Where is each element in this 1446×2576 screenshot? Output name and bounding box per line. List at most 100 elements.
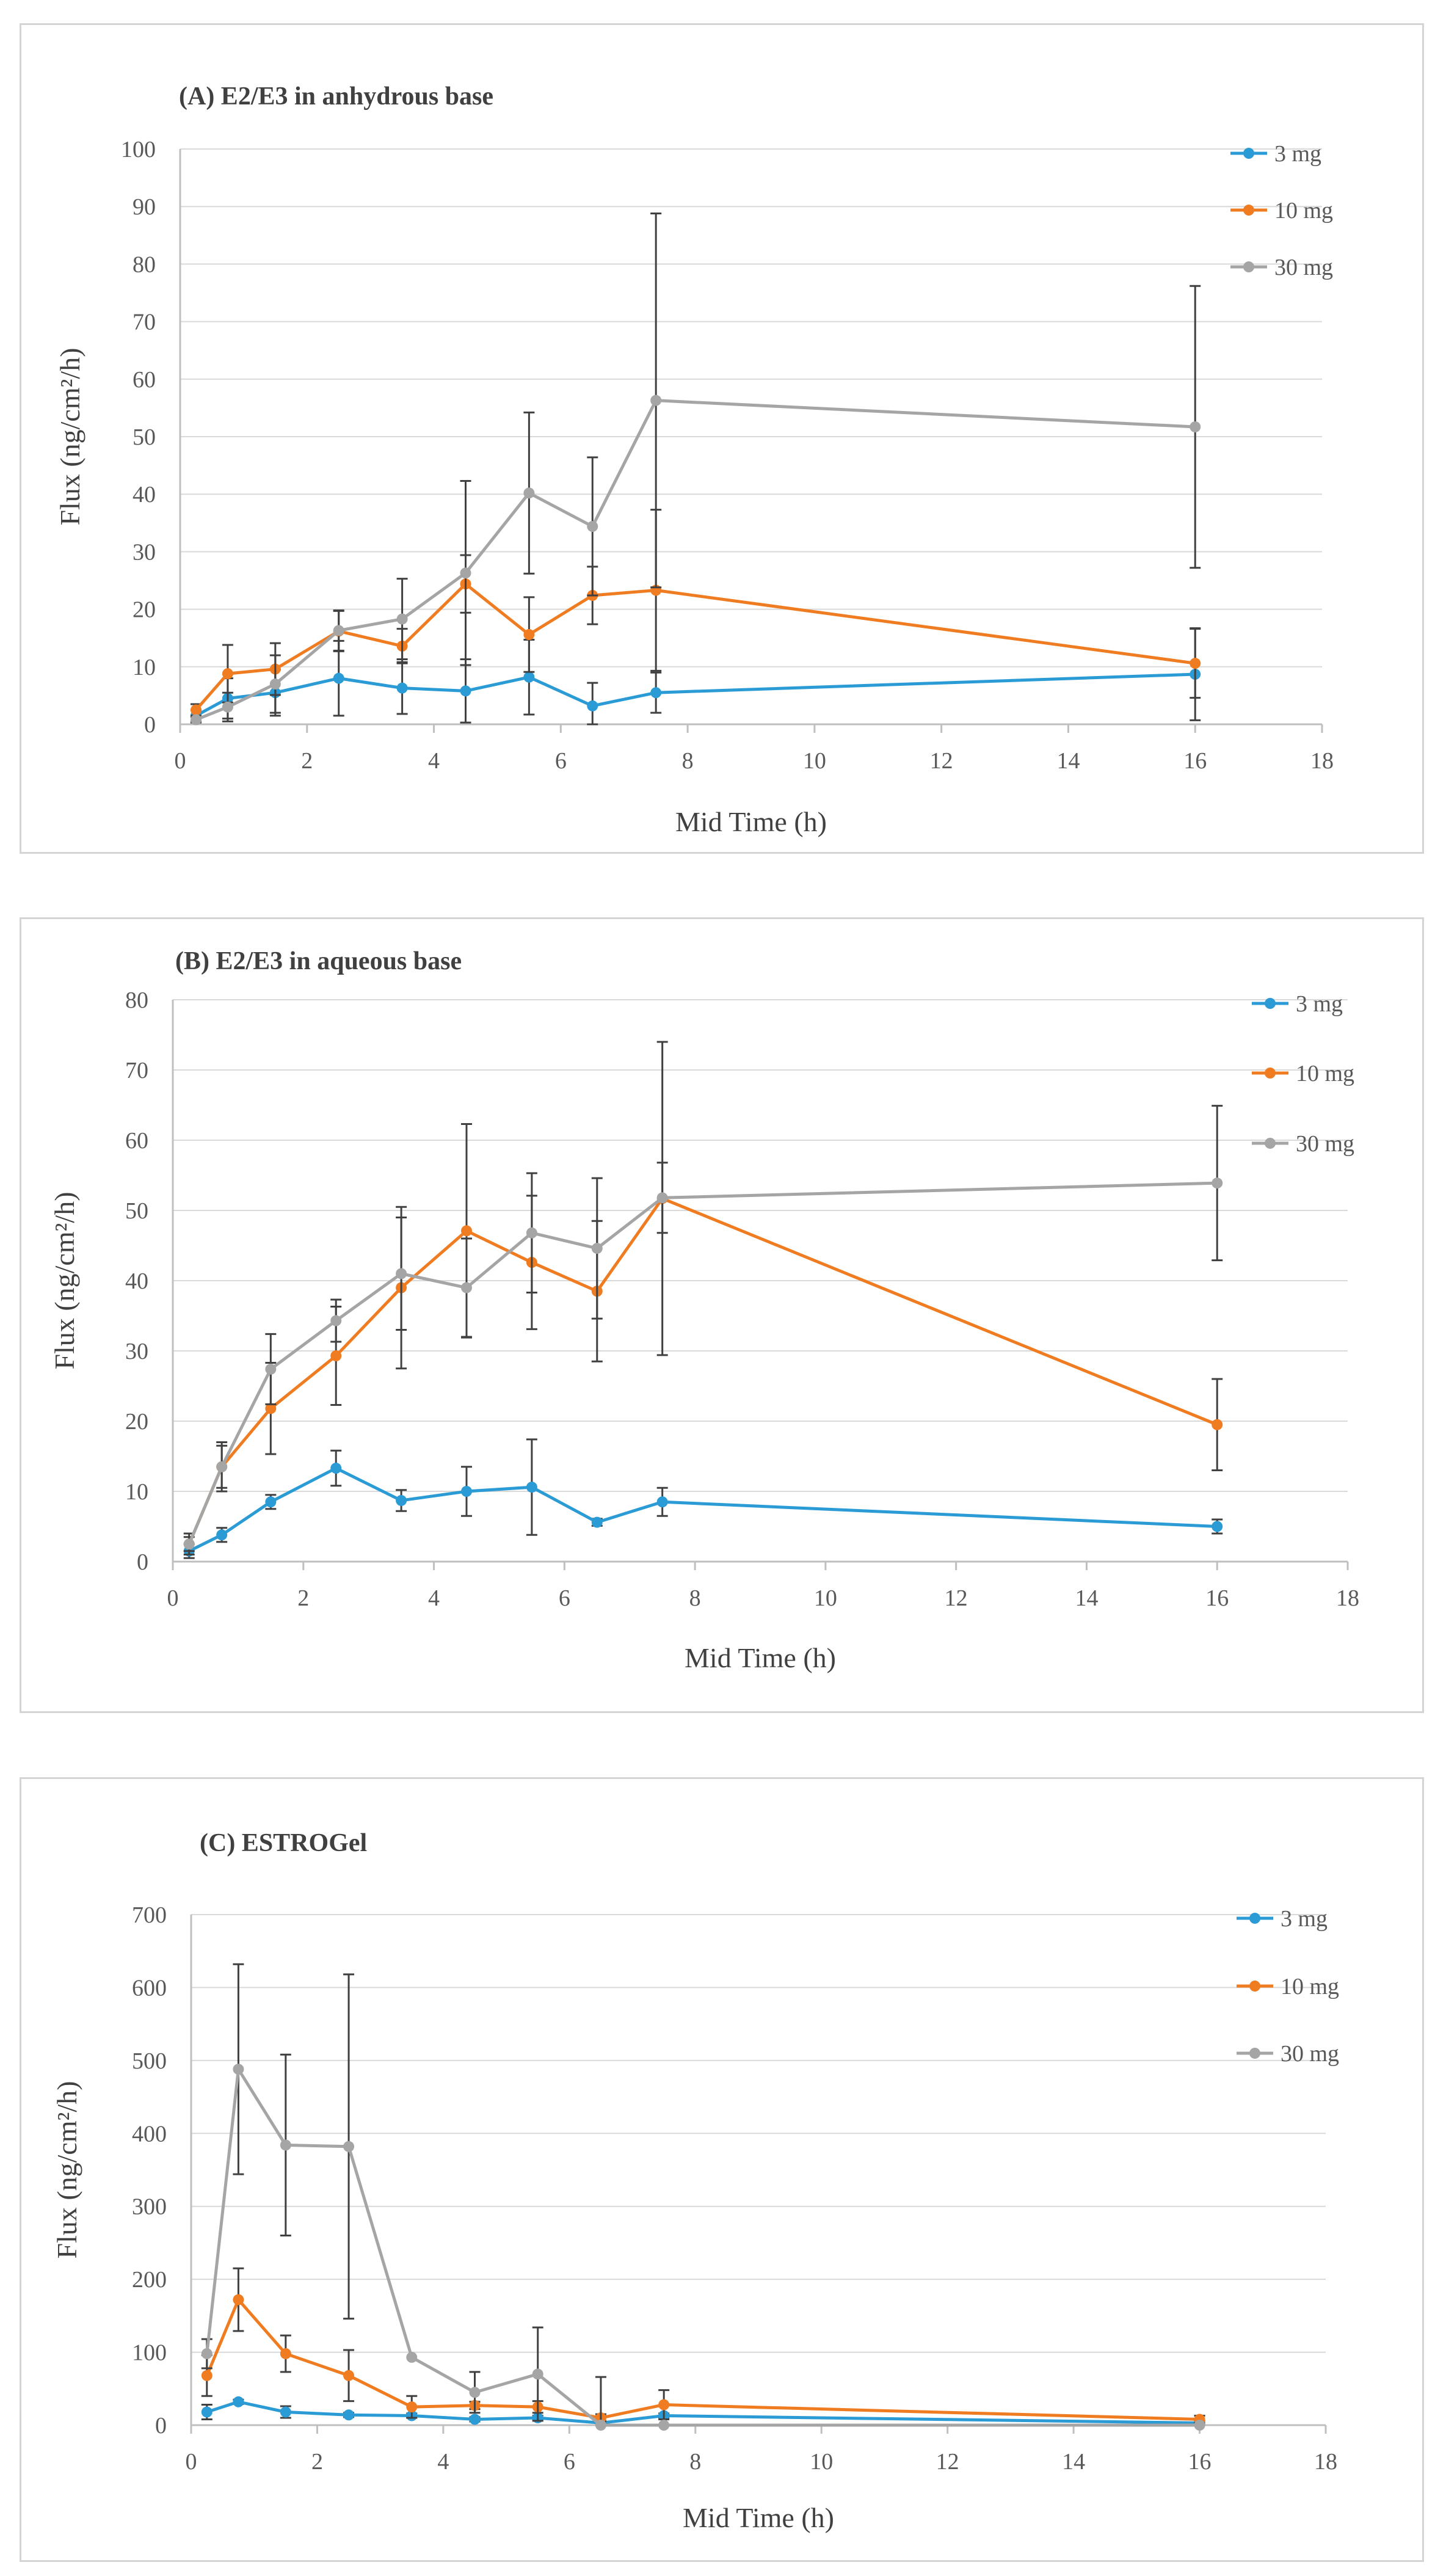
chart-panel-a: 0 10 20 30 40 50 60 70 80 90 100 0 2 4 6 8 10 12 14 16 18 (A)… <box>20 23 1424 854</box>
x-tick-label-c-7: 14 <box>1062 2449 1085 2475</box>
y-tick-label-c-4: 400 <box>132 2121 167 2147</box>
data-point-a-s0-6 <box>523 671 535 683</box>
x-tick-label-c-2: 4 <box>437 2449 449 2475</box>
y-tick-label-a-7: 70 <box>133 310 156 335</box>
data-point-b-s2-3 <box>330 1315 342 1326</box>
x-tick-label-b-5: 10 <box>814 1585 837 1611</box>
y-tick-label-a-5: 50 <box>133 424 156 450</box>
x-tick-label-c-3: 6 <box>564 2449 575 2475</box>
x-tick-label-a-6: 12 <box>930 748 953 774</box>
data-point-a-s1-0 <box>190 704 202 716</box>
data-point-c-s2-3 <box>343 2141 355 2152</box>
data-point-b-s0-1 <box>216 1529 228 1541</box>
data-point-c-s0-5 <box>469 2414 481 2425</box>
x-tick-label-a-2: 4 <box>428 748 440 774</box>
data-point-a-s2-6 <box>523 487 535 499</box>
data-point-c-s1-1 <box>233 2294 244 2305</box>
data-point-a-s0-8 <box>650 687 662 699</box>
legend-marker-a-s2 <box>1243 261 1254 272</box>
y-tick-label-b-2: 20 <box>125 1409 148 1435</box>
y-tick-label-c-0: 0 <box>155 2413 167 2439</box>
y-tick-label-b-8: 80 <box>125 988 148 1013</box>
y-tick-label-b-3: 30 <box>125 1339 148 1364</box>
y-tick-label-a-6: 60 <box>133 367 156 393</box>
data-point-c-s2-7 <box>595 2420 606 2431</box>
data-point-b-s0-5 <box>461 1486 472 1497</box>
chart-svg-b: 0 10 20 30 40 50 60 70 80 0 2 4 6 8 10 12 14 16 18 (B) E2/E… <box>49 947 1359 1673</box>
data-point-c-s0-2 <box>280 2406 291 2418</box>
x-tick-label-b-2: 4 <box>428 1585 440 1611</box>
x-tick-label-a-7: 14 <box>1056 748 1080 774</box>
x-tick-label-c-6: 12 <box>936 2449 959 2475</box>
series-line-a-s1 <box>195 582 1196 711</box>
y-tick-label-b-5: 50 <box>125 1198 148 1224</box>
legend-marker-c-s2 <box>1249 2048 1260 2059</box>
legend-marker-b-s2 <box>1265 1138 1276 1149</box>
x-tick-label-c-8: 16 <box>1188 2449 1212 2475</box>
y-axis-label-c: Flux (ng/cm²/h) <box>51 2081 82 2258</box>
x-tick-label-c-0: 0 <box>186 2449 197 2475</box>
y-tick-label-b-1: 10 <box>125 1479 148 1505</box>
x-tick-label-a-0: 0 <box>175 748 186 774</box>
data-point-a-s2-3 <box>333 625 344 636</box>
data-point-a-s1-9 <box>1190 658 1201 669</box>
x-axis-label-c: Mid Time (h) <box>683 2502 834 2533</box>
data-point-b-s1-2 <box>265 1403 277 1414</box>
series-line-b-s1 <box>187 1196 1218 1545</box>
x-tick-label-c-5: 10 <box>810 2449 833 2475</box>
data-point-b-s1-5 <box>461 1225 472 1237</box>
data-point-b-s1-3 <box>330 1350 342 1362</box>
series-line-b-s0 <box>188 1466 1218 1552</box>
data-point-c-s2-0 <box>201 2348 213 2359</box>
data-point-b-s2-5 <box>461 1282 472 1293</box>
legend-marker-b-s1 <box>1265 1068 1276 1079</box>
series-line-a-s0 <box>195 672 1196 718</box>
data-point-b-s1-9 <box>1212 1419 1223 1430</box>
data-point-c-s2-6 <box>532 2368 543 2380</box>
y-tick-label-a-2: 20 <box>133 597 156 623</box>
data-point-c-s1-3 <box>343 2370 355 2381</box>
x-tick-label-a-5: 10 <box>803 748 826 774</box>
x-tick-label-b-7: 14 <box>1075 1585 1098 1611</box>
chart-svg-a: 0 10 20 30 40 50 60 70 80 90 100 0 2 4 6 8 10 12 14 16 18 (A)… <box>54 82 1334 837</box>
x-tick-label-a-9: 18 <box>1310 748 1334 774</box>
data-point-b-s0-7 <box>591 1516 603 1528</box>
y-tick-label-a-3: 30 <box>133 539 156 565</box>
legend-marker-a-s0 <box>1243 148 1254 159</box>
legend-label-a-s1: 10 mg <box>1274 198 1333 224</box>
y-tick-label-a-10: 100 <box>121 137 156 162</box>
data-point-b-s0-8 <box>656 1496 668 1508</box>
legend-marker-c-s1 <box>1249 1981 1260 1992</box>
data-point-c-s1-4 <box>406 2401 418 2413</box>
legend-marker-c-s0 <box>1249 1913 1260 1924</box>
series-line-c-s1 <box>205 2298 1200 2421</box>
chart-title-a: (A) E2/E3 in anhydrous base <box>179 82 493 111</box>
data-point-b-s2-7 <box>591 1243 603 1254</box>
x-tick-label-b-4: 8 <box>689 1585 701 1611</box>
series-line-c-s2 <box>205 2067 1200 2427</box>
data-point-c-s2-5 <box>469 2387 481 2398</box>
legend-marker-b-s0 <box>1265 998 1276 1009</box>
x-axis-label-b: Mid Time (h) <box>685 1642 836 1673</box>
y-axis-label-a: Flux (ng/cm²/h) <box>54 347 85 525</box>
data-point-a-s2-0 <box>190 714 202 726</box>
data-point-a-s2-5 <box>460 567 471 579</box>
y-tick-label-a-0: 0 <box>144 712 156 738</box>
data-point-b-s2-4 <box>396 1268 407 1279</box>
y-tick-label-c-3: 300 <box>132 2194 167 2220</box>
y-tick-label-a-9: 90 <box>133 194 156 220</box>
data-point-c-s1-0 <box>201 2370 213 2381</box>
y-tick-label-a-1: 10 <box>133 655 156 680</box>
y-tick-label-a-8: 80 <box>133 252 156 277</box>
data-point-b-s2-6 <box>526 1227 537 1239</box>
x-tick-label-b-3: 6 <box>559 1585 570 1611</box>
y-tick-label-c-7: 700 <box>132 1902 167 1928</box>
legend-label-c-s2: 30 mg <box>1281 2041 1339 2067</box>
data-point-c-s2-4 <box>406 2351 418 2363</box>
data-point-a-s2-8 <box>650 395 662 406</box>
data-point-b-s0-4 <box>396 1494 407 1506</box>
data-point-b-s2-9 <box>1212 1177 1223 1189</box>
x-tick-label-a-8: 16 <box>1183 748 1207 774</box>
data-point-b-s0-9 <box>1212 1521 1223 1532</box>
data-point-a-s0-4 <box>396 682 408 694</box>
